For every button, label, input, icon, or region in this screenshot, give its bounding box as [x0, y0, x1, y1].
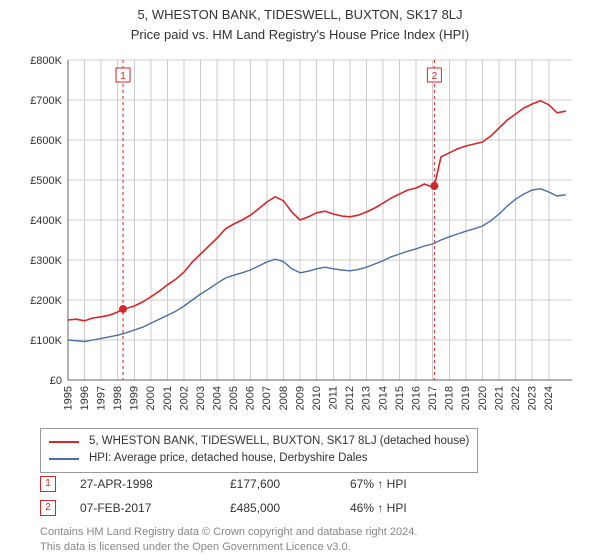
attribution-footer: Contains HM Land Registry data © Crown c… — [40, 525, 417, 554]
svg-text:£800K: £800K — [30, 55, 62, 67]
price-vs-hpi-chart: £0 £100K £200K £300K £400K £500K £600K £700K £80… — [20, 50, 580, 420]
sale-badge: 1 — [40, 476, 56, 492]
sale-hpi-delta: 67% ↑ HPI — [350, 477, 407, 491]
svg-text:2018: 2018 — [444, 386, 456, 410]
legend-label: 5, WHESTON BANK, TIDESWELL, BUXTON, SK17… — [89, 433, 469, 450]
svg-text:2023: 2023 — [527, 386, 539, 410]
svg-text:1998: 1998 — [112, 386, 124, 410]
chart-legend: 5, WHESTON BANK, TIDESWELL, BUXTON, SK17… — [40, 428, 478, 473]
legend-label: HPI: Average price, detached house, Derb… — [89, 450, 368, 467]
sale-date: 27-APR-1998 — [80, 477, 230, 491]
sale-row: 2 07-FEB-2017£485,00046% ↑ HPI — [40, 496, 407, 520]
svg-text:2005: 2005 — [228, 386, 240, 410]
svg-text:2001: 2001 — [162, 386, 174, 410]
svg-text:£200K: £200K — [30, 295, 62, 307]
svg-text:1999: 1999 — [129, 386, 141, 410]
legend-item: HPI: Average price, detached house, Derb… — [49, 450, 469, 467]
svg-text:1997: 1997 — [95, 386, 107, 410]
svg-text:1996: 1996 — [79, 386, 91, 410]
legend-swatch — [49, 441, 79, 443]
svg-text:2013: 2013 — [361, 386, 373, 410]
svg-text:£300K: £300K — [30, 255, 62, 267]
svg-text:2004: 2004 — [212, 386, 224, 410]
svg-text:2017: 2017 — [427, 386, 439, 410]
svg-text:2007: 2007 — [261, 386, 273, 410]
svg-text:£500K: £500K — [30, 175, 62, 187]
svg-text:2021: 2021 — [493, 386, 505, 410]
svg-text:1: 1 — [120, 71, 126, 82]
sale-events-table: 1 27-APR-1998£177,60067% ↑ HPI 2 07-FEB-201… — [40, 472, 407, 520]
svg-text:2006: 2006 — [245, 386, 257, 410]
svg-text:2002: 2002 — [178, 386, 190, 410]
page-title: 5, WHESTON BANK, TIDESWELL, BUXTON, SK17… — [0, 0, 600, 24]
svg-text:£100K: £100K — [30, 335, 62, 347]
sale-hpi-delta: 46% ↑ HPI — [350, 501, 407, 515]
svg-text:2003: 2003 — [195, 386, 207, 410]
svg-text:£400K: £400K — [30, 215, 62, 227]
svg-text:2000: 2000 — [145, 386, 157, 410]
svg-text:£700K: £700K — [30, 95, 62, 107]
svg-text:2019: 2019 — [460, 386, 472, 410]
svg-text:2016: 2016 — [410, 386, 422, 410]
sale-row: 1 27-APR-1998£177,60067% ↑ HPI — [40, 472, 407, 496]
legend-item: 5, WHESTON BANK, TIDESWELL, BUXTON, SK17… — [49, 433, 469, 450]
svg-text:2024: 2024 — [543, 386, 555, 410]
svg-text:2008: 2008 — [278, 386, 290, 410]
page-subtitle: Price paid vs. HM Land Registry's House … — [0, 24, 600, 44]
svg-text:2022: 2022 — [510, 386, 522, 410]
svg-text:1995: 1995 — [62, 386, 74, 410]
footer-line: This data is licensed under the Open Gov… — [40, 540, 417, 554]
footer-line: Contains HM Land Registry data © Crown c… — [40, 525, 417, 539]
svg-text:2: 2 — [432, 71, 438, 82]
sale-badge: 2 — [40, 500, 56, 516]
sale-price: £485,000 — [230, 501, 350, 515]
sale-date: 07-FEB-2017 — [80, 501, 230, 515]
svg-text:2011: 2011 — [328, 386, 340, 410]
svg-text:2020: 2020 — [477, 386, 489, 410]
svg-text:2014: 2014 — [377, 386, 389, 410]
svg-text:£600K: £600K — [30, 135, 62, 147]
sale-price: £177,600 — [230, 477, 350, 491]
legend-swatch — [49, 458, 79, 460]
svg-text:2009: 2009 — [294, 386, 306, 410]
svg-text:£0: £0 — [50, 375, 62, 387]
svg-text:2015: 2015 — [394, 386, 406, 410]
svg-text:2012: 2012 — [344, 386, 356, 410]
svg-text:2010: 2010 — [311, 386, 323, 410]
